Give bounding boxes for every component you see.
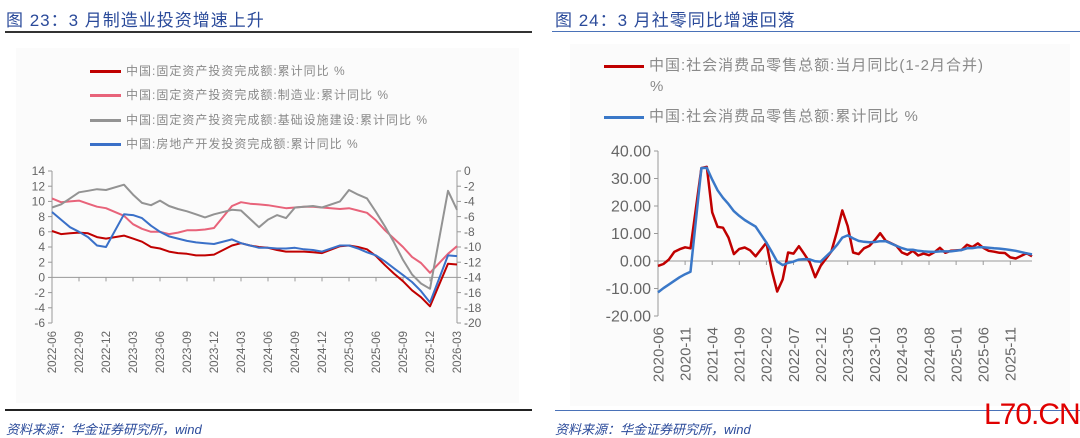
legend-swatch — [604, 64, 644, 68]
left-x-tick-label: 2025-09 — [398, 331, 410, 373]
left-title-rule — [5, 31, 532, 33]
undefined-y-tick-label: -20.00 — [606, 309, 651, 326]
left-x-tick-label: 2023-09 — [182, 331, 194, 373]
left-bottom-rule — [5, 409, 532, 411]
left-y-tick-label: -2 — [34, 286, 45, 300]
undefined-series-line-1 — [657, 166, 1033, 294]
undefined-y-tick-label: 0.00 — [620, 254, 651, 271]
left-y2-tick-label: -10 — [464, 240, 482, 254]
left-y-tick-label: -4 — [34, 301, 45, 315]
left-series-line-3 — [51, 211, 458, 304]
legend-swatch — [90, 70, 121, 74]
left-y2-tick-label: -8 — [464, 225, 475, 239]
legend-label: 中国:固定资产投资完成额:基础设施建设:累计同比 % — [126, 113, 429, 127]
left-y-tick-label: 6 — [38, 225, 45, 239]
right-figure-title: 图 24：3 月社零同比增速回落 — [555, 11, 796, 30]
undefined-x-tick-label: 2025-06 — [975, 327, 992, 382]
left-x-tick-label: 2025-03 — [344, 331, 356, 373]
undefined-x-tick-label: 2022-02 — [759, 327, 776, 382]
left-x-tick-label: 2022-12 — [101, 331, 113, 373]
left-y-tick-label: 12 — [32, 179, 46, 193]
legend-item-real-estate: 中国:房地产开发投资完成额:累计同比 % — [90, 135, 359, 152]
undefined-series-line-0 — [657, 165, 1033, 293]
legend-label: 中国:社会消费品零售总额:当月同比(1-2月合并) — [649, 57, 985, 74]
left-x-tick-label: 2023-12 — [209, 331, 221, 373]
legend-item-retail-cumulative: 中国:社会消费品零售总额:累计同比 % — [604, 105, 919, 126]
legend-item-infrastructure: 中国:固定资产投资完成额:基础设施建设:累计同比 % — [90, 111, 428, 128]
legend-swatch — [90, 94, 121, 98]
left-x-tick-label: 2025-06 — [371, 331, 383, 373]
left-series-line-1 — [51, 197, 458, 274]
legend-label: 中国:社会消费品零售总额:累计同比 % — [649, 108, 919, 125]
left-x-tick-label: 2025-12 — [425, 331, 437, 373]
undefined-x-tick-label: 2022-12 — [813, 327, 830, 382]
left-y-tick-label: 0 — [38, 271, 45, 285]
left-x-tick-label: 2022-06 — [47, 331, 59, 373]
left-x-tick-label: 2024-03 — [236, 331, 248, 373]
legend-label: 中国:房地产开发投资完成额:累计同比 % — [126, 137, 359, 151]
left-x-tick-label: 2024-12 — [317, 331, 329, 373]
undefined-x-tick-label: 2021-09 — [732, 327, 749, 382]
left-x-tick-label: 2026-03 — [452, 331, 464, 373]
left-series-line-2 — [51, 183, 458, 290]
undefined-y-tick-label: 10.00 — [611, 226, 651, 243]
undefined-x-tick-label: 2024-08 — [921, 327, 938, 382]
left-y2-tick-label: -20 — [464, 316, 482, 330]
left-x-tick-label: 2024-09 — [290, 331, 302, 373]
legend-item-fai: 中国:固定资产投资完成额:累计同比 % — [90, 62, 346, 79]
left-y2-tick-label: -4 — [464, 195, 475, 209]
undefined-x-tick-label: 2025-11 — [1003, 327, 1020, 381]
left-y2-tick-label: -16 — [464, 286, 482, 300]
left-y2-tick-label: -18 — [464, 301, 482, 315]
undefined-y-tick-label: 30.00 — [611, 171, 651, 188]
undefined-y-tick-label: 20.00 — [611, 199, 651, 216]
left-y2-tick-label: -14 — [464, 271, 482, 285]
legend-label: 中国:固定资产投资完成额:制造业:累计同比 % — [126, 88, 390, 102]
right-chart-panel — [570, 44, 1070, 406]
undefined-x-tick-label: 2023-05 — [840, 327, 857, 382]
left-y-tick-label: -6 — [34, 316, 45, 330]
left-y-tick-label: 10 — [32, 195, 46, 209]
right-source: 资料来源：华金证券研究所，wind — [555, 422, 751, 437]
legend-swatch — [90, 143, 121, 147]
right-bottom-rule — [555, 410, 1080, 411]
undefined-x-tick-label: 2025-01 — [948, 327, 965, 382]
left-y2-tick-label: -6 — [464, 210, 475, 224]
left-y-tick-label: 14 — [32, 164, 46, 178]
legend-label: 中国:固定资产投资完成额:累计同比 % — [126, 64, 346, 78]
undefined-x-tick-label: 2020-11 — [677, 327, 694, 381]
left-series-line-0 — [51, 230, 458, 308]
left-x-tick-label: 2023-03 — [128, 331, 140, 373]
undefined-y-tick-label: -10.00 — [606, 281, 651, 298]
left-y2-tick-label: -2 — [464, 179, 475, 193]
legend-swatch — [604, 115, 644, 119]
legend-swatch — [90, 119, 121, 123]
undefined-x-tick-label: 2023-10 — [867, 327, 884, 382]
undefined-x-tick-label: 2021-04 — [704, 327, 721, 382]
left-x-tick-label: 2022-09 — [74, 331, 86, 373]
legend-item-retail-monthly-unit: % — [650, 78, 665, 95]
left-y2-tick-label: 0 — [464, 164, 471, 178]
undefined-y-tick-label: 40.00 — [611, 144, 651, 161]
legend-item-retail-monthly: 中国:社会消费品零售总额:当月同比(1-2月合并) — [604, 54, 984, 75]
left-x-tick-label: 2023-06 — [155, 331, 167, 373]
undefined-x-tick-label: 2020-06 — [650, 327, 667, 382]
left-chart-panel — [16, 48, 519, 403]
undefined-x-tick-label: 2024-03 — [894, 327, 911, 382]
undefined-x-tick-label: 2022-07 — [786, 327, 803, 382]
left-y-tick-label: 8 — [38, 210, 45, 224]
left-source: 资料来源：华金证券研究所，wind — [6, 422, 202, 437]
left-x-tick-label: 2024-06 — [263, 331, 275, 373]
left-y2-tick-label: -12 — [464, 255, 482, 269]
watermark-logo: L70.CN — [984, 398, 1080, 431]
right-title-rule — [552, 31, 1080, 32]
left-y-tick-label: 4 — [38, 240, 45, 254]
left-y-tick-label: 2 — [38, 255, 45, 269]
left-figure-title: 图 23：3 月制造业投资增速上升 — [6, 11, 265, 30]
legend-item-manufacturing: 中国:固定资产投资完成额:制造业:累计同比 % — [90, 86, 389, 103]
